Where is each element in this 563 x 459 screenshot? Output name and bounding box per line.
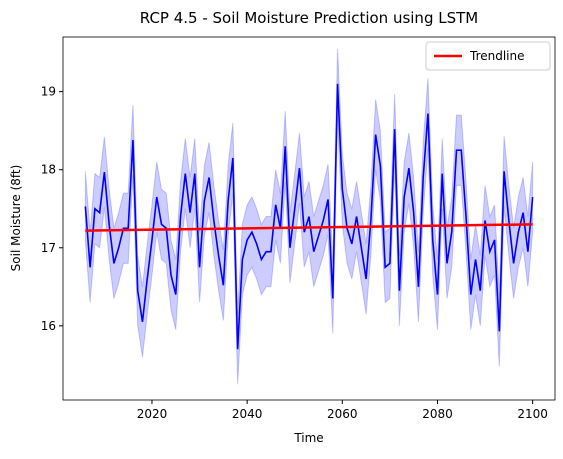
x-tick-label: 2040 bbox=[232, 407, 263, 421]
legend-box bbox=[425, 41, 551, 71]
y-axis-label: Soil Moisture (8ft) bbox=[9, 165, 23, 272]
y-tick-label: 18 bbox=[41, 163, 56, 177]
trendline bbox=[85, 223, 533, 232]
x-axis-label: Time bbox=[293, 431, 323, 445]
legend-label: Trendline bbox=[469, 49, 525, 63]
x-tick-label: 2060 bbox=[327, 407, 358, 421]
chart-title: RCP 4.5 - Soil Moisture Prediction using… bbox=[140, 9, 478, 27]
x-tick-label: 2080 bbox=[422, 407, 453, 421]
y-tick-label: 17 bbox=[41, 241, 56, 255]
data-line bbox=[84, 83, 534, 350]
y-tick-label: 19 bbox=[41, 85, 56, 99]
x-tick-label: 2100 bbox=[517, 407, 548, 421]
y-tick-label: 16 bbox=[41, 319, 56, 333]
plot-frame bbox=[62, 36, 556, 401]
x-tick-label: 2020 bbox=[137, 407, 168, 421]
